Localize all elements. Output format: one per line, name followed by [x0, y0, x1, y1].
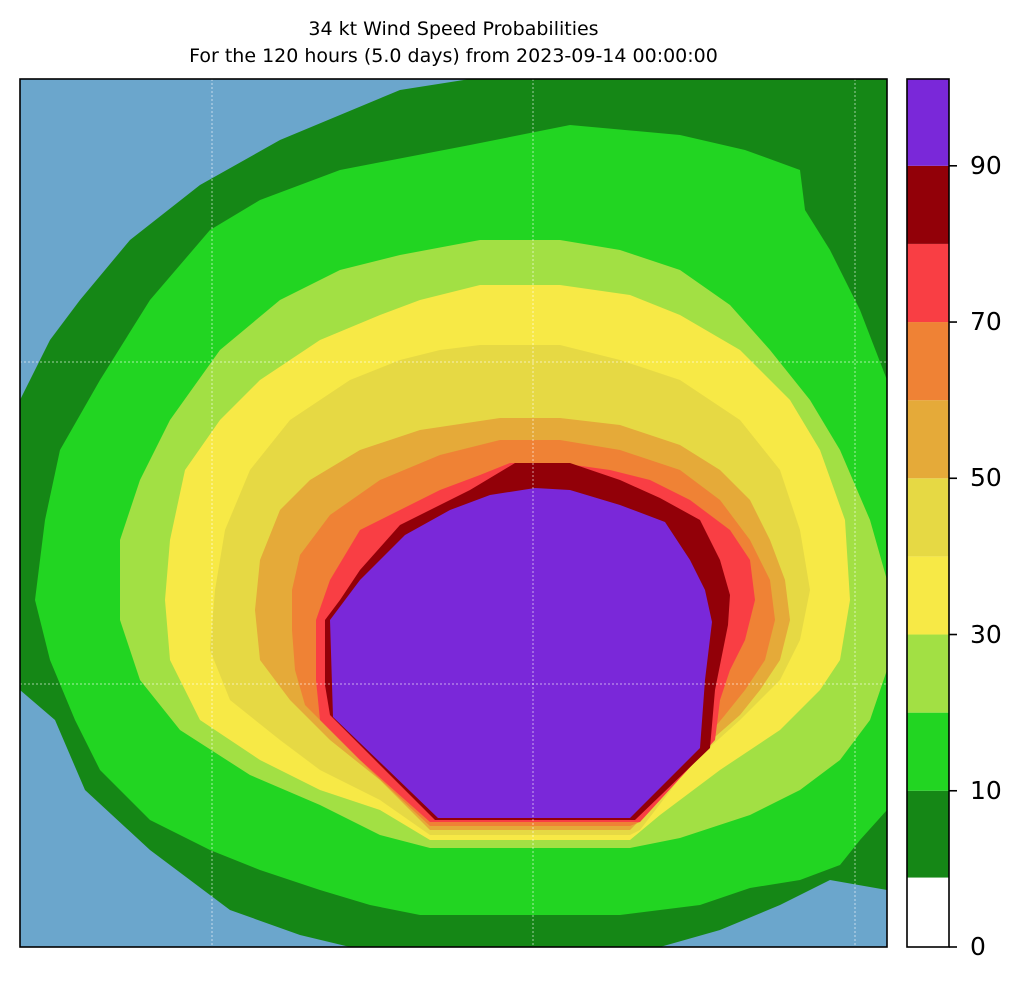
colorbar-segment — [907, 790, 949, 878]
chart-title: 34 kt Wind Speed Probabilities — [308, 18, 599, 40]
colorbar-segment — [907, 877, 949, 947]
colorbar-frame — [906, 78, 950, 948]
colorbar-segment — [907, 712, 949, 791]
colorbar-tick-label: 10 — [970, 775, 1002, 805]
map-area — [20, 79, 887, 947]
colorbar-segment — [907, 243, 949, 323]
colorbar-tick-label: 30 — [970, 619, 1002, 649]
colorbar-segment — [907, 165, 949, 244]
colorbar-tick-label: 50 — [970, 463, 1002, 493]
colorbar-segment — [907, 322, 949, 401]
colorbar-segment — [907, 556, 949, 635]
colorbar-segment — [907, 478, 949, 557]
colorbar-segment — [907, 634, 949, 713]
gridlines — [20, 79, 887, 947]
colorbar-segment — [907, 79, 949, 166]
colorbar — [906, 78, 957, 948]
colorbar-tick-label: 0 — [970, 932, 986, 961]
band-90-100 — [330, 488, 712, 818]
colorbar-tick-label: 70 — [970, 307, 1002, 337]
chart-subtitle: For the 120 hours (5.0 days) from 2023-0… — [189, 45, 718, 67]
colorbar-segment — [907, 400, 949, 479]
map-frame — [19, 78, 888, 948]
colorbar-tick-label: 90 — [970, 150, 1002, 180]
